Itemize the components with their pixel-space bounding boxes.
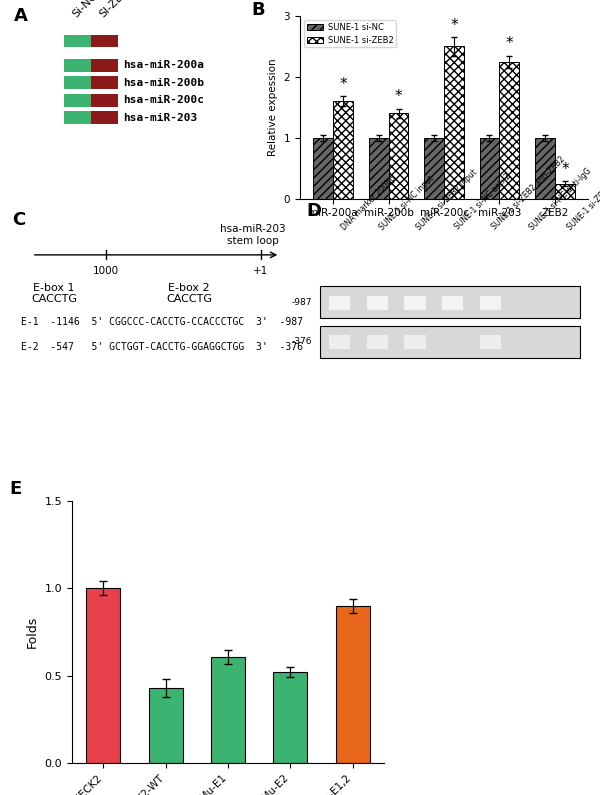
Bar — [86, 588, 121, 763]
Bar — [91, 94, 118, 107]
Text: A: A — [13, 7, 28, 25]
Text: hsa-miR-203: hsa-miR-203 — [123, 113, 197, 122]
Text: stem loop: stem loop — [227, 235, 278, 246]
Bar — [64, 35, 91, 48]
Legend: SUNE-1 si-NC, SUNE-1 si-ZEB2: SUNE-1 si-NC, SUNE-1 si-ZEB2 — [304, 20, 396, 47]
Bar — [555, 184, 575, 199]
Text: SI-ZEB2: SI-ZEB2 — [98, 0, 136, 19]
Text: -376: -376 — [291, 337, 311, 346]
Bar — [320, 286, 580, 318]
Text: E: E — [10, 480, 22, 498]
Bar — [64, 59, 91, 72]
Bar — [444, 46, 464, 199]
Text: SUNE-1 si-ZEB2 anti-IgG: SUNE-1 si-ZEB2 anti-IgG — [565, 160, 600, 232]
Bar — [442, 296, 463, 309]
Text: hsa-miR-200c: hsa-miR-200c — [123, 95, 204, 105]
Bar — [535, 138, 555, 199]
Text: *: * — [450, 18, 458, 33]
Text: E-2  -547   5' GCTGGT-CACCTG-GGAGGCTGG  3'  -376: E-2 -547 5' GCTGGT-CACCTG-GGAGGCTGG 3' -… — [21, 343, 303, 352]
Bar — [479, 296, 501, 309]
Text: DNA marker 200bp: DNA marker 200bp — [340, 173, 398, 232]
Bar — [367, 296, 388, 309]
Text: E-1  -1146  5' CGGCCC-CACCTG-CCACCCTGC  3'  -987: E-1 -1146 5' CGGCCC-CACCTG-CCACCCTGC 3' … — [21, 317, 303, 327]
Bar — [91, 35, 118, 48]
Bar — [329, 335, 350, 349]
Text: SUNE-1 si-ZEB2 anti-ZEB2: SUNE-1 si-ZEB2 anti-ZEB2 — [490, 155, 567, 232]
Text: SUNE-1 si-NC anti-Z: SUNE-1 si-NC anti-Z — [452, 172, 513, 232]
Bar — [335, 606, 370, 763]
Bar — [329, 296, 350, 309]
Bar — [91, 111, 118, 124]
Text: *: * — [339, 77, 347, 92]
Bar — [479, 138, 499, 199]
Bar — [479, 335, 501, 349]
Bar — [389, 114, 409, 199]
Text: +1: +1 — [253, 266, 269, 277]
Bar — [64, 94, 91, 107]
Bar — [320, 326, 580, 358]
Bar — [313, 138, 333, 199]
Bar — [367, 335, 388, 349]
Bar — [64, 111, 91, 124]
Bar — [64, 76, 91, 89]
Text: D: D — [306, 202, 321, 220]
Bar — [404, 296, 425, 309]
Bar — [368, 138, 389, 199]
Bar — [499, 62, 520, 199]
Bar — [333, 101, 353, 199]
Text: CACCTG: CACCTG — [166, 294, 212, 304]
Bar — [424, 138, 444, 199]
Text: CACCTG: CACCTG — [31, 294, 77, 304]
Bar — [91, 76, 118, 89]
Text: *: * — [395, 89, 403, 104]
Text: -987: -987 — [291, 297, 311, 307]
Text: SUNE-1 si-NC input: SUNE-1 si-NC input — [377, 174, 436, 232]
Bar — [91, 59, 118, 72]
Y-axis label: Folds: Folds — [26, 616, 39, 648]
Text: *: * — [561, 162, 569, 176]
Text: hsa-miR-203: hsa-miR-203 — [220, 224, 286, 235]
Text: Si-NC: Si-NC — [70, 0, 99, 19]
Text: hsa-miR-200b: hsa-miR-200b — [123, 78, 204, 87]
Text: C: C — [13, 211, 26, 229]
Bar — [211, 657, 245, 763]
Text: E-box 1: E-box 1 — [33, 282, 74, 293]
Text: B: B — [251, 2, 265, 19]
Text: *: * — [506, 37, 513, 51]
Text: 1000: 1000 — [93, 266, 119, 277]
Bar — [149, 688, 183, 763]
Y-axis label: Relative expession: Relative expession — [268, 59, 278, 156]
Text: SUNE-1 si-ZEB2 input: SUNE-1 si-ZEB2 input — [415, 168, 479, 232]
Bar — [404, 335, 425, 349]
Text: E-box 2: E-box 2 — [169, 282, 210, 293]
Text: hsa-miR-200a: hsa-miR-200a — [123, 60, 204, 70]
Text: SUNE-1 si-NC anti-IgG: SUNE-1 si-NC anti-IgG — [528, 166, 593, 232]
Bar — [273, 673, 307, 763]
